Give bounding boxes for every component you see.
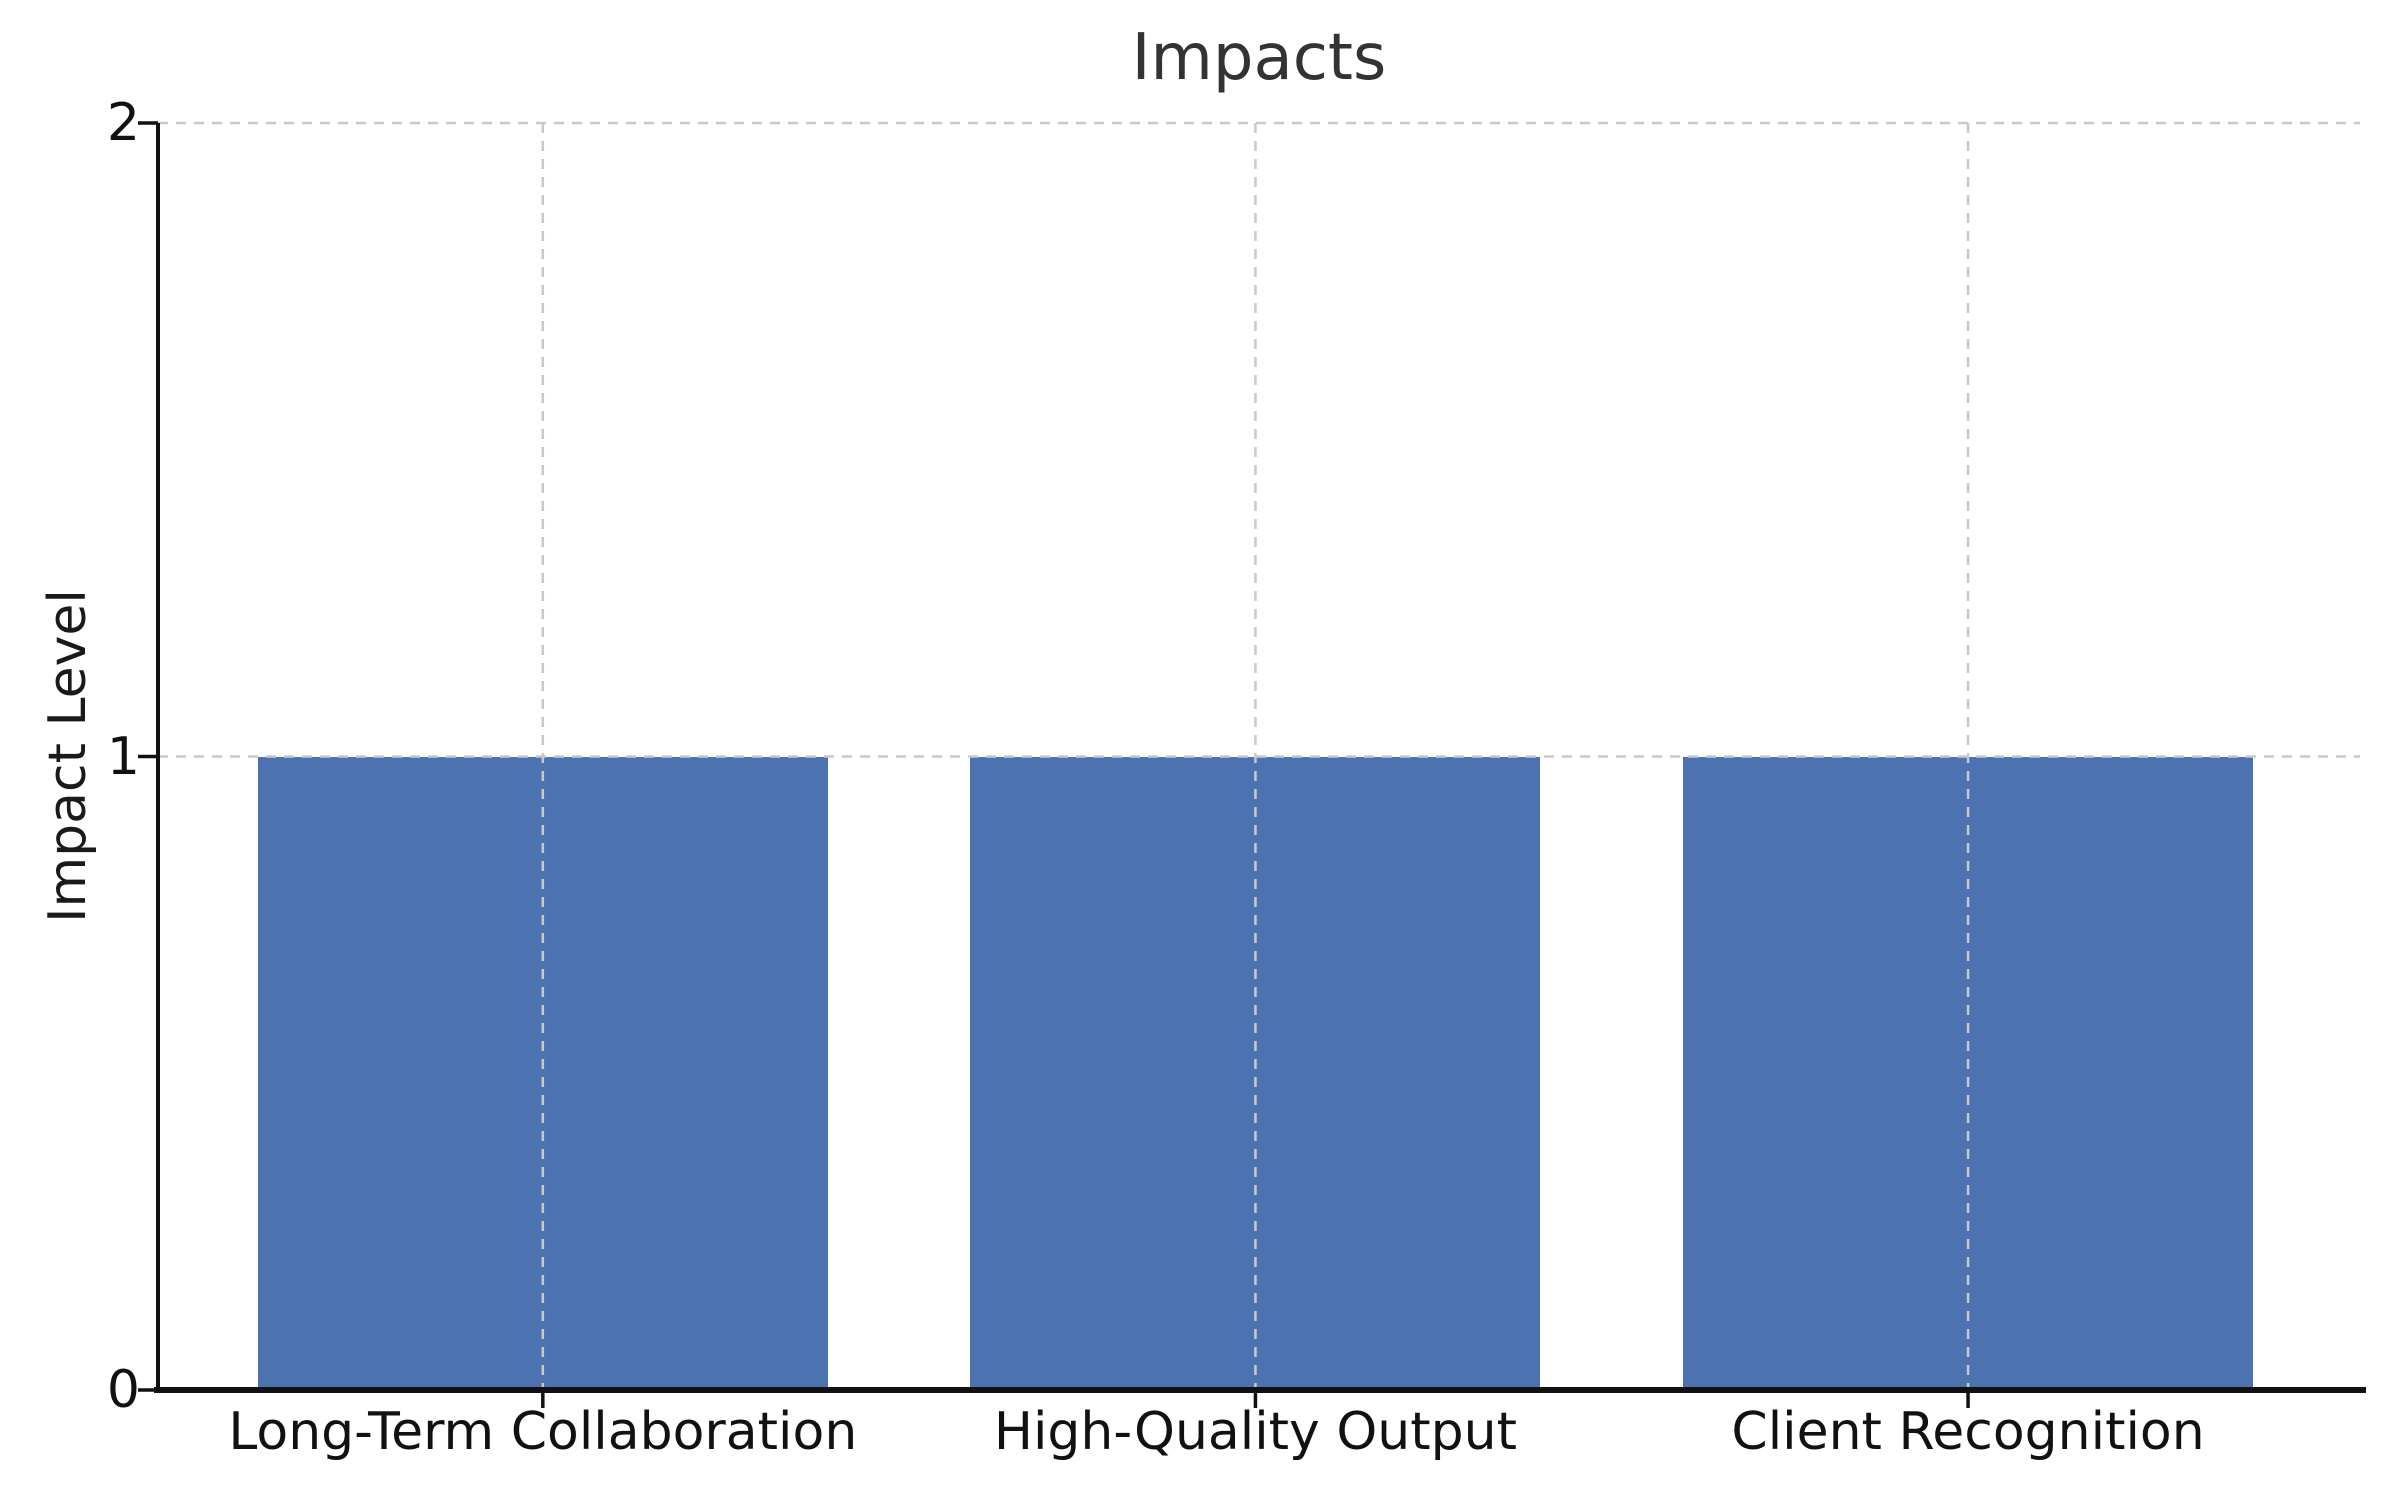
x-tick-label: Client Recognition <box>1731 1402 2205 1462</box>
chart-title: Impacts <box>1131 21 1387 95</box>
x-tick-label: Long-Term Collaboration <box>228 1402 858 1462</box>
y-tick-label: 2 <box>106 93 140 153</box>
x-tick-label: High-Quality Output <box>993 1402 1517 1462</box>
y-tick-label: 0 <box>106 1360 140 1420</box>
axes-and-grid-layer <box>138 121 2366 1408</box>
plot-area <box>138 121 2366 1408</box>
y-tick-label: 1 <box>106 726 140 787</box>
